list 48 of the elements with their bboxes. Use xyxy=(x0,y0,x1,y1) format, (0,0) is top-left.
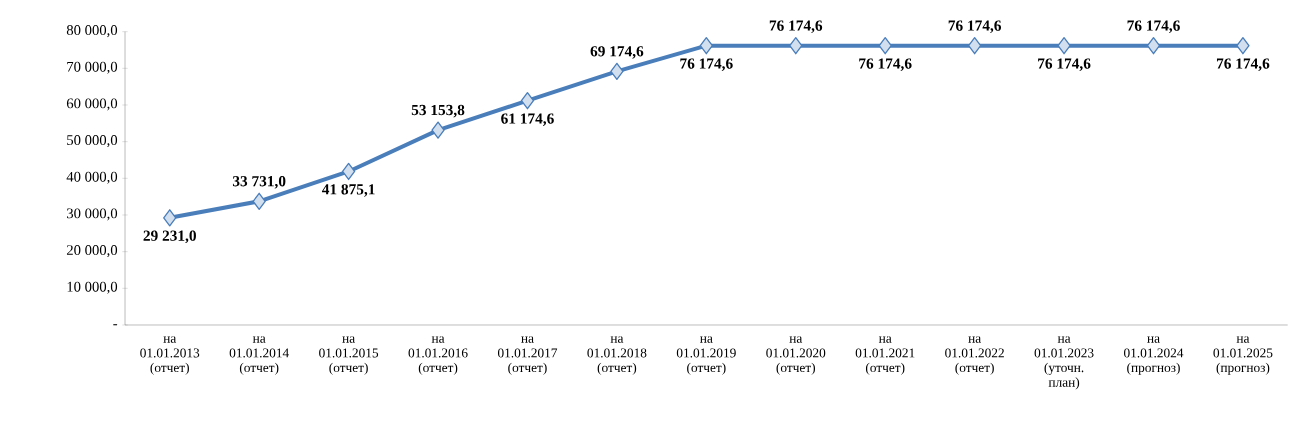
x-tick-label: на 01.01.2021 (отчет) xyxy=(855,336,915,375)
point xyxy=(252,192,266,210)
x-tick-label: на 01.01.2023 (уточн. план) xyxy=(1034,336,1094,390)
point xyxy=(967,37,982,55)
y-tick-label: - xyxy=(113,324,118,326)
point xyxy=(341,162,356,181)
data-label: 41 875,1 xyxy=(321,184,375,197)
y-tick-label: 30 000,0 xyxy=(67,208,118,221)
y-tick-label: 60 000,0 xyxy=(66,98,118,111)
data-label: 76 174,6 xyxy=(1216,58,1270,71)
point xyxy=(1236,37,1250,55)
x-tick-label: на 01.01.2019 (отчет) xyxy=(676,336,736,375)
point xyxy=(1057,37,1071,55)
data-label: 33 731,0 xyxy=(232,176,286,189)
data-label: 76 174,6 xyxy=(680,58,733,71)
y-tick-label: 40 000,0 xyxy=(66,171,118,184)
x-tick-label: на 01.01.2022 (отчет) xyxy=(945,336,1004,375)
x-tick-label: на 01.01.2020 (отчет) xyxy=(766,336,826,375)
point xyxy=(610,62,624,81)
data-label: 76 174,6 xyxy=(769,20,823,33)
data-label: 76 174,6 xyxy=(1127,20,1180,33)
data-label: 69 174,6 xyxy=(590,46,644,59)
data-label: 76 174,6 xyxy=(1038,58,1091,71)
y-tick-label: 70 000,0 xyxy=(67,61,118,74)
point xyxy=(431,121,445,139)
x-tick-label: на 01.01.2016 (отчет) xyxy=(408,336,468,375)
point xyxy=(878,37,892,55)
x-tick-label: на 01.01.2024 (прогноз) xyxy=(1124,336,1184,375)
point xyxy=(699,37,713,55)
y-tick-label: 20 000,0 xyxy=(66,245,118,258)
data-label: 29 231,0 xyxy=(143,230,196,244)
x-tick-label: на 01.01.2014 (отчет) xyxy=(229,336,289,375)
point xyxy=(1146,37,1161,55)
data-label: 76 174,6 xyxy=(859,58,912,71)
y-tick-label: 10 000,0 xyxy=(67,281,118,294)
x-tick-label: на 01.01.2017 (отчет) xyxy=(497,336,558,375)
data-label: 53 153,8 xyxy=(411,104,465,118)
x-tick-label: на 01.01.2013 (отчет) xyxy=(140,336,200,375)
point xyxy=(520,92,535,110)
x-tick-label: на 01.01.2015 (отчет) xyxy=(319,336,379,375)
y-tick-label: 80 000,0 xyxy=(66,25,118,38)
point xyxy=(789,37,803,55)
y-tick-label: 50 000,0 xyxy=(67,135,118,148)
x-tick-label: на 01.01.2018 (отчет) xyxy=(587,336,647,375)
data-label: 61 174,6 xyxy=(501,113,554,126)
x-tick-label: на 01.01.2025 (прогноз) xyxy=(1213,336,1273,375)
data-label: 76 174,6 xyxy=(948,20,1002,33)
point xyxy=(163,209,177,227)
